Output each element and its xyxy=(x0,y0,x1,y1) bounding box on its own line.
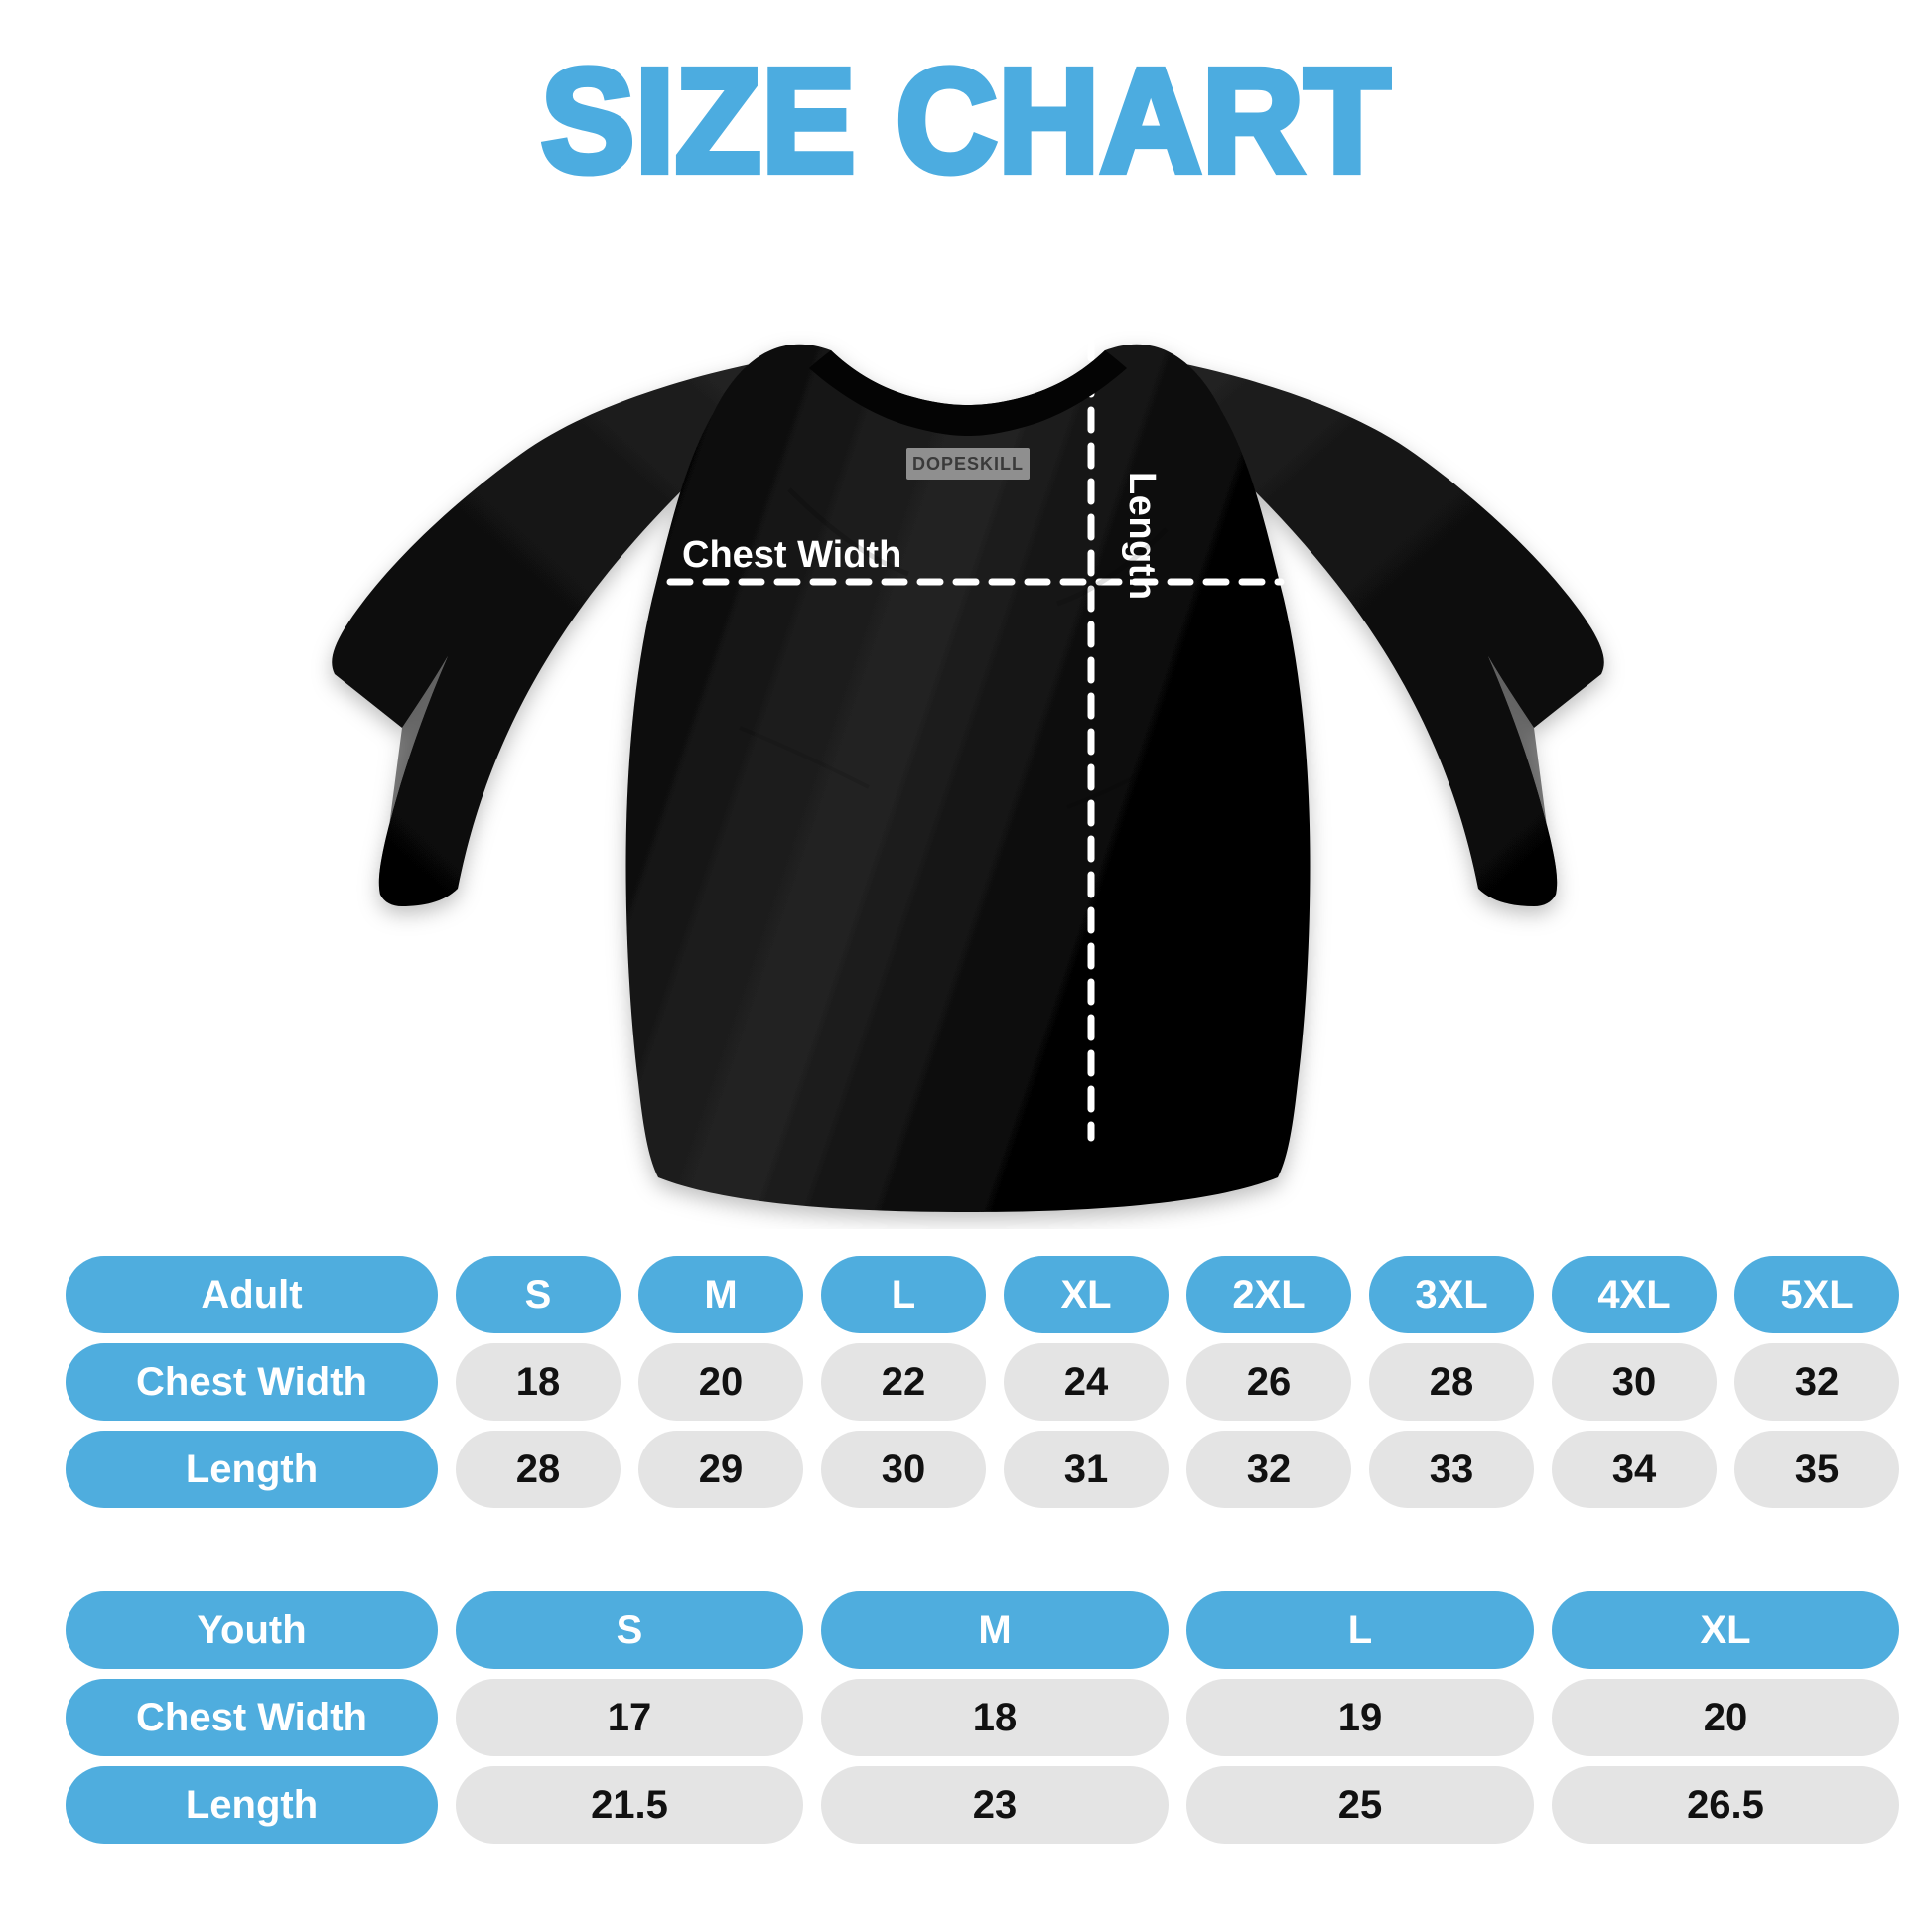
svg-text:DOPESKILL: DOPESKILL xyxy=(912,454,1024,474)
